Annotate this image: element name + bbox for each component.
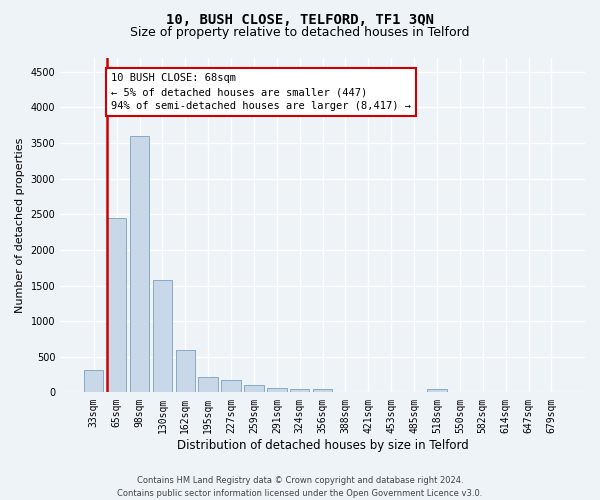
Bar — [199, 378, 218, 392]
Bar — [427, 389, 447, 392]
Text: Contains HM Land Registry data © Crown copyright and database right 2024.
Contai: Contains HM Land Registry data © Crown c… — [118, 476, 482, 498]
X-axis label: Distribution of detached houses by size in Telford: Distribution of detached houses by size … — [177, 440, 469, 452]
Bar — [290, 389, 310, 392]
Bar — [107, 218, 127, 392]
Text: Size of property relative to detached houses in Telford: Size of property relative to detached ho… — [130, 26, 470, 39]
Bar — [244, 386, 263, 392]
Text: 10, BUSH CLOSE, TELFORD, TF1 3QN: 10, BUSH CLOSE, TELFORD, TF1 3QN — [166, 12, 434, 26]
Bar — [130, 136, 149, 392]
Y-axis label: Number of detached properties: Number of detached properties — [15, 138, 25, 312]
Bar — [84, 370, 103, 392]
Bar — [176, 350, 195, 393]
Bar — [221, 380, 241, 392]
Bar — [313, 389, 332, 392]
Bar — [152, 280, 172, 392]
Text: 10 BUSH CLOSE: 68sqm
← 5% of detached houses are smaller (447)
94% of semi-detac: 10 BUSH CLOSE: 68sqm ← 5% of detached ho… — [111, 73, 411, 111]
Bar — [267, 388, 287, 392]
